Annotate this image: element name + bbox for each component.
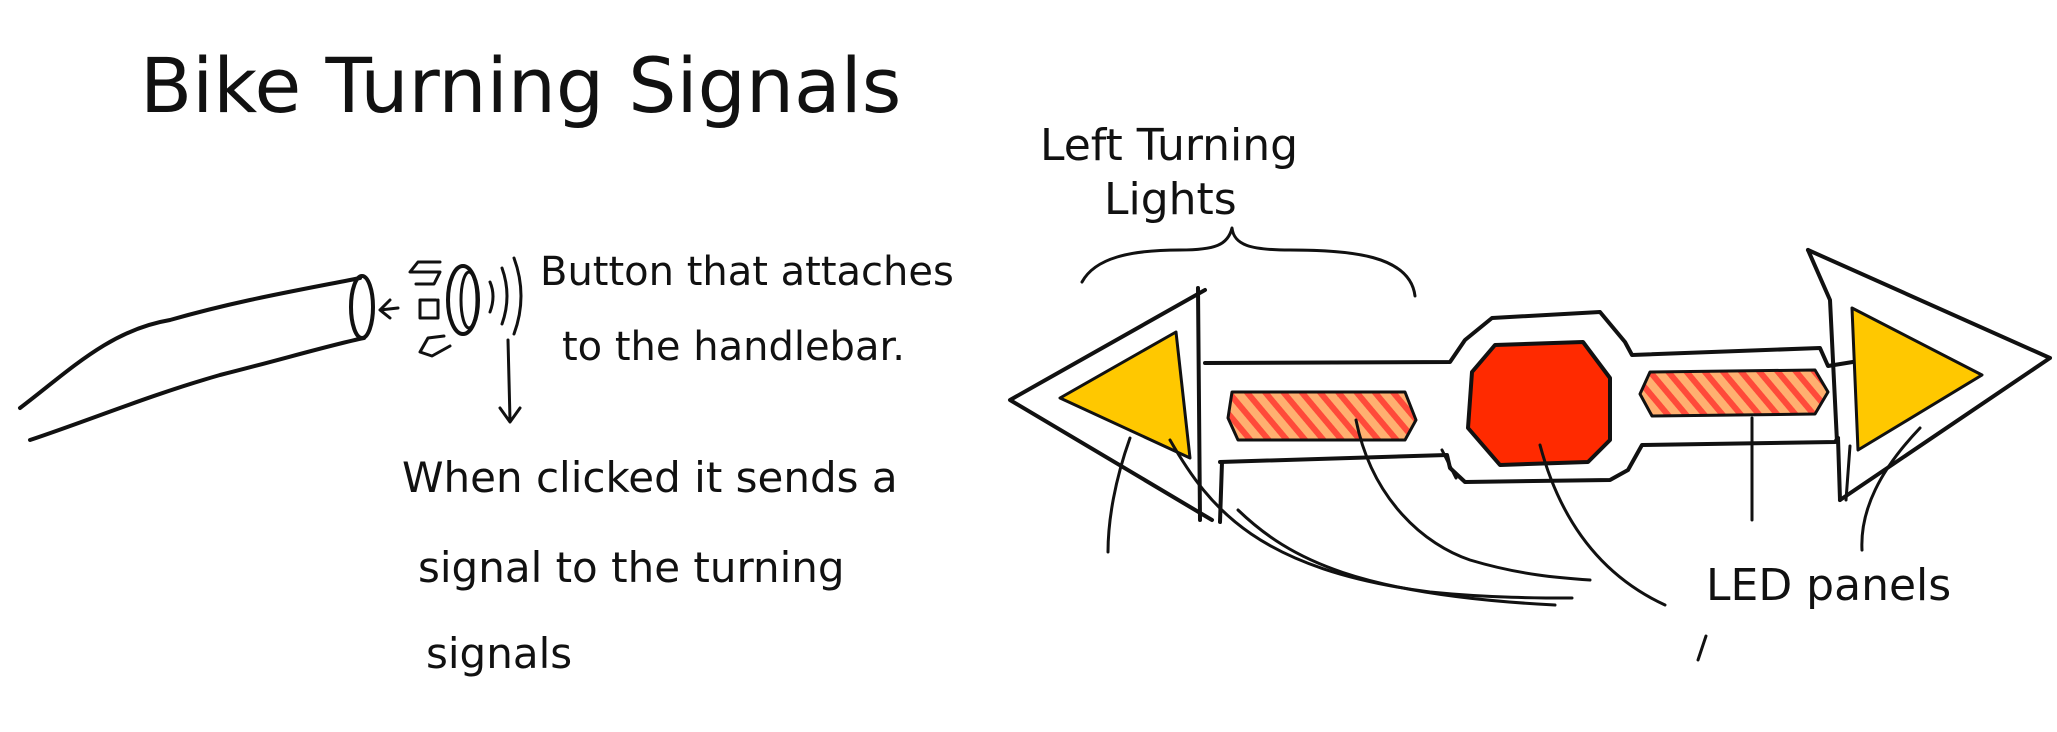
signal-device-outline xyxy=(1008,248,2052,524)
left-arrow-led xyxy=(1058,330,1192,460)
led-panels-label: LED panels xyxy=(1706,560,1951,611)
right-stripe-led xyxy=(1638,368,1830,418)
button-note-line2: to the handlebar. xyxy=(562,324,905,370)
click-note-line3: signals xyxy=(426,629,572,678)
click-note-line1: When clicked it sends a xyxy=(402,453,898,502)
left-lights-label-line2: Lights xyxy=(1104,174,1237,225)
button-note-line1: Button that attaches xyxy=(540,249,954,295)
left-stripe-led xyxy=(1226,390,1418,442)
left-lights-label-line1: Left Turning xyxy=(1040,120,1298,171)
left-lights-bracket xyxy=(1080,226,1417,298)
button-icon xyxy=(378,256,523,358)
page-title: Bike Turning Signals xyxy=(140,41,901,130)
right-arrow-led xyxy=(1850,306,1984,452)
handlebar xyxy=(18,274,375,442)
click-note-line2: signal to the turning xyxy=(418,543,845,592)
down-arrow xyxy=(498,338,522,424)
center-red-led xyxy=(1466,340,1612,467)
led-leader-lines xyxy=(1106,416,1922,662)
